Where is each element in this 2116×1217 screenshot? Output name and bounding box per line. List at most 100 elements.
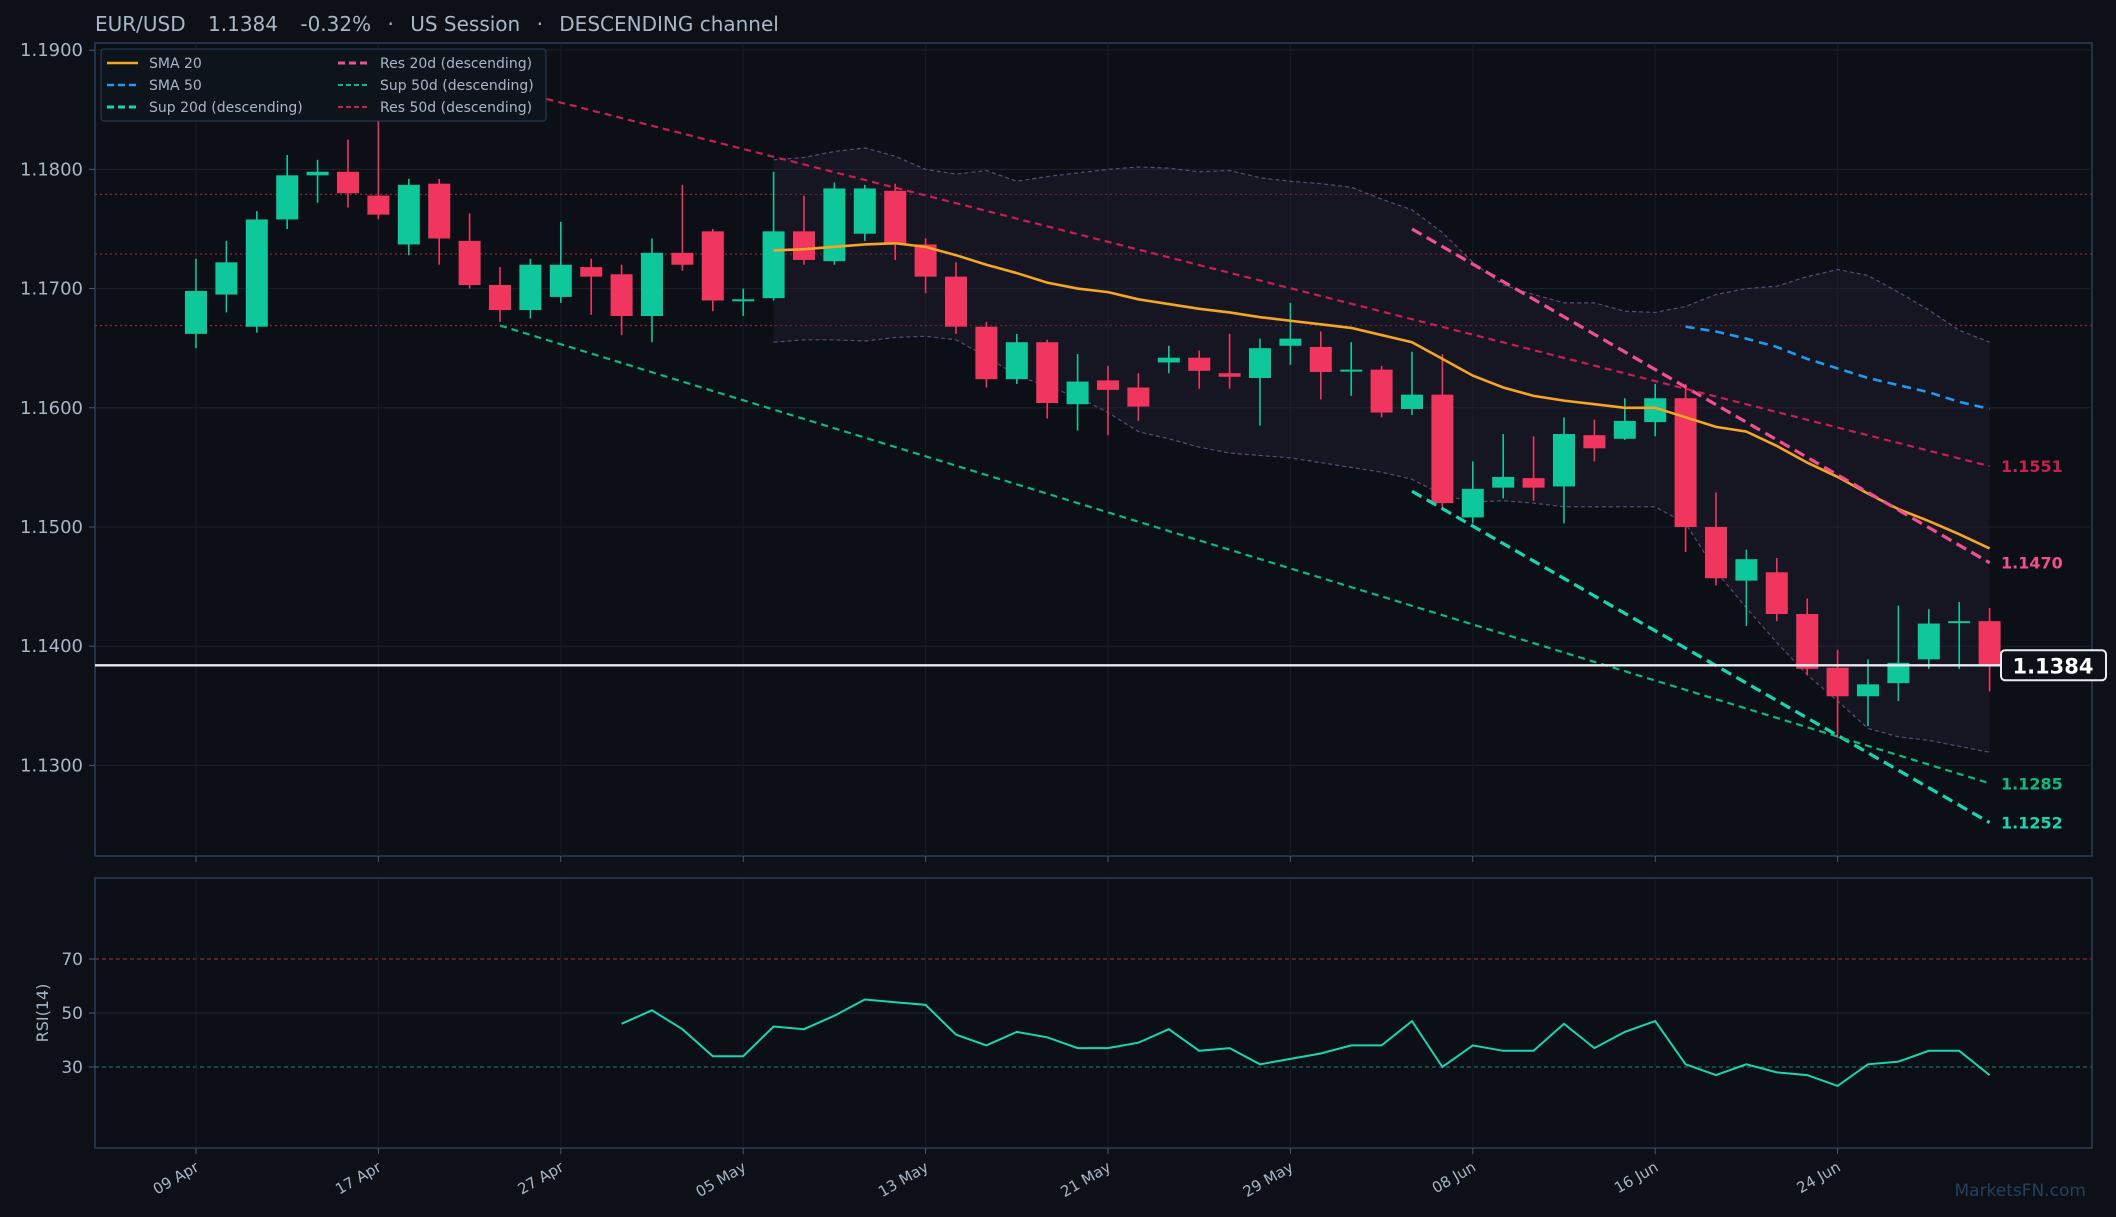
candle-body-down — [1765, 572, 1788, 615]
channel-label: DESCENDING channel — [559, 12, 779, 36]
candle-body-up — [1735, 559, 1758, 581]
candle-body-down — [945, 276, 967, 327]
candle-body-down — [1218, 373, 1241, 377]
candle-body-up — [1157, 357, 1180, 363]
candle-body-down — [337, 171, 359, 194]
candle-body-up — [185, 290, 207, 334]
candle-body-up — [1644, 398, 1667, 423]
candle-body-down — [914, 244, 937, 277]
trendline-3 — [499, 86, 1990, 468]
legend-entry: SMA 20 — [149, 56, 202, 72]
candle-body-up — [306, 171, 329, 176]
price-panel-frame — [94, 42, 2093, 857]
candle-body-down — [1826, 667, 1849, 697]
header-separator: · — [387, 12, 393, 36]
header-separator: · — [537, 12, 543, 36]
rsi-y-tick-label: 30 — [61, 1058, 83, 1078]
rsi-axis-label: RSI(14) — [33, 984, 52, 1043]
legend-frame — [100, 48, 547, 122]
rsi-line — [621, 998, 1991, 1088]
price-y-tick-label: 1.1800 — [20, 159, 83, 180]
candle-body-up — [762, 231, 785, 299]
price-y-tick-label: 1.1400 — [20, 636, 83, 657]
candle-body-down — [1978, 621, 2001, 666]
candle-body-down — [1674, 398, 1697, 527]
rsi-y-tick-label: 50 — [61, 1004, 83, 1024]
sma20-line — [773, 241, 1991, 550]
price-label: 1.1384 — [208, 12, 278, 36]
legend-entry: Res 50d (descending) — [380, 100, 532, 116]
candle-body-up — [1857, 684, 1879, 697]
candle-body-up — [732, 299, 755, 302]
candle-body-up — [519, 264, 542, 311]
change-label: -0.32% — [300, 12, 371, 36]
candle-body-down — [1188, 357, 1211, 371]
candle-body-up — [1340, 369, 1363, 372]
candle-body-up — [823, 188, 846, 262]
rsi-panel: 30 50 70 RSI(14) — [33, 877, 2093, 1149]
candle-body-down — [701, 231, 724, 301]
candle-body-down — [1796, 614, 1819, 669]
candle-body-up — [641, 252, 663, 316]
price-y-tick-label: 1.1300 — [20, 755, 83, 776]
candle-body-down — [610, 274, 633, 316]
current-price-badge-label: 1.1384 — [2012, 654, 2093, 678]
candle-body-down — [793, 231, 815, 260]
price-y-tick-label: 1.1600 — [20, 398, 83, 419]
rsi-y-tick-label: 70 — [61, 950, 83, 970]
candle-body-down — [1431, 394, 1454, 504]
candle-body-up — [215, 262, 238, 295]
session-label: US Session — [410, 12, 520, 36]
candle-body-up — [1917, 623, 1940, 660]
trendline-end-label: 1.1470 — [2001, 554, 2063, 573]
candle-body-down — [671, 252, 694, 265]
legend-entry: Res 20d (descending) — [380, 56, 532, 72]
price-y-tick-label: 1.1500 — [20, 517, 83, 538]
channel-band-fill — [773, 147, 1990, 753]
candle-body-down — [884, 190, 907, 245]
candle-body-up — [1492, 476, 1515, 488]
trendline-2 — [499, 324, 1990, 785]
price-y-tick-label: 1.1700 — [20, 279, 83, 300]
candle-body-down — [428, 183, 451, 239]
candle-body-up — [1948, 621, 1971, 624]
trendline-end-label: 1.1551 — [2001, 457, 2063, 476]
current-price-badge — [2000, 649, 2107, 682]
sma50-line — [1685, 325, 1990, 411]
trendline-1 — [1411, 227, 1991, 565]
candle-body-up — [276, 175, 299, 220]
candle-body-down — [458, 240, 481, 285]
candle-body-down — [1309, 346, 1332, 373]
candle-body-down — [1705, 526, 1727, 579]
trendline-0 — [1411, 489, 1991, 825]
candle-body-up — [1005, 342, 1028, 380]
price-panel: 1.1300 1.1400 1.1500 1.1600 1.1700 1.1800 1.19… — [20, 40, 2107, 862]
symbol-label: EUR/USD — [95, 12, 186, 36]
legend-entry: SMA 50 — [149, 78, 202, 94]
candle-body-up — [1401, 394, 1423, 409]
legend-entry: Sup 50d (descending) — [380, 78, 534, 94]
candle-body-up — [549, 264, 572, 297]
candle-body-up — [1553, 434, 1575, 487]
candle-body-down — [580, 267, 603, 277]
candle-body-down — [1370, 369, 1393, 413]
candle-body-up — [1066, 381, 1089, 405]
trendline-end-label: 1.1285 — [2001, 774, 2063, 793]
candle-body-down — [489, 284, 511, 311]
candle-body-up — [1613, 420, 1636, 439]
candle-body-up — [245, 219, 268, 327]
price-y-tick-label: 1.1900 — [20, 40, 83, 61]
candle-body-down — [1583, 435, 1606, 449]
candle-body-down — [1522, 478, 1545, 488]
candle-body-down — [1127, 387, 1150, 407]
candle-body-up — [397, 184, 420, 245]
candle-body-down — [975, 326, 998, 380]
candle-body-up — [1249, 348, 1271, 378]
candle-body-up — [1279, 338, 1302, 346]
legend-entry: Sup 20d (descending) — [149, 100, 303, 116]
candle-body-down — [1097, 380, 1119, 390]
candle-body-down — [367, 195, 390, 215]
candle-body-up — [853, 188, 876, 234]
candle-body-down — [1036, 342, 1059, 404]
